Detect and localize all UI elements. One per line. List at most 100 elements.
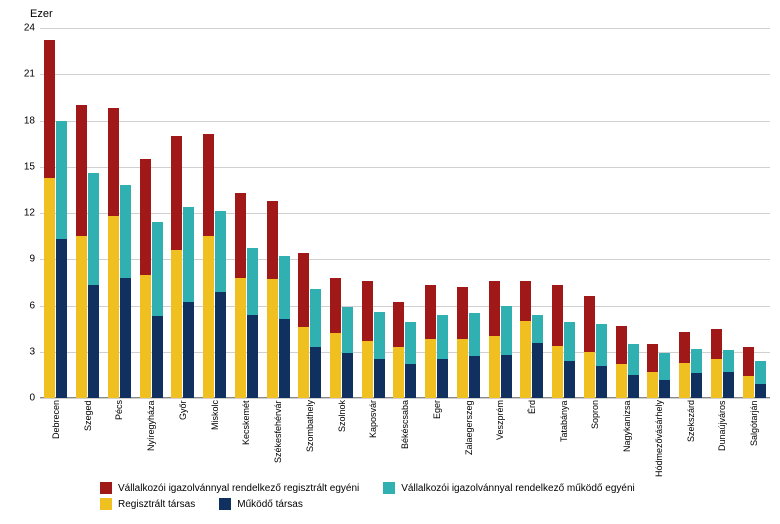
seg-mukodo-tarsas [723,372,734,398]
seg-reg-egyeni [362,281,373,341]
seg-mukodo-tarsas [755,384,766,398]
seg-reg-egyeni [647,344,658,372]
seg-mukodo-tarsas [564,361,575,398]
bar-operating [691,349,702,398]
seg-mukodo-tarsas [437,359,448,398]
bar-operating [152,222,163,398]
seg-reg-egyeni [584,296,595,352]
seg-mukodo-egyeni [596,324,607,366]
legend-label: Működő társas [237,499,303,510]
seg-mukodo-egyeni [342,307,353,353]
bar-registered [140,159,151,398]
city-group [294,253,326,398]
city-group [167,136,199,398]
seg-reg-tarsas [362,341,373,398]
seg-reg-egyeni [679,332,690,363]
seg-reg-tarsas [457,339,468,398]
seg-mukodo-egyeni [120,185,131,278]
x-tick-label: Debrecen [40,400,72,472]
y-tick-label: 9 [15,254,35,265]
city-group [72,105,104,398]
bar-operating [469,313,480,398]
seg-mukodo-tarsas [183,302,194,398]
chart-container: Ezer 03691215182124 DebrecenSzegedPécsNy… [0,0,780,524]
seg-mukodo-tarsas [152,316,163,398]
seg-reg-tarsas [203,236,214,398]
city-group [675,332,707,398]
seg-reg-tarsas [489,336,500,398]
seg-mukodo-egyeni [723,350,734,372]
y-tick-label: 0 [15,393,35,404]
x-tick-label: Miskolc [199,400,231,472]
seg-mukodo-tarsas [532,343,543,399]
seg-reg-tarsas [298,327,309,398]
seg-mukodo-tarsas [279,319,290,398]
x-tick-label: Nagykanizsa [611,400,643,472]
seg-mukodo-egyeni [564,322,575,361]
city-group [579,296,611,398]
seg-mukodo-tarsas [596,366,607,398]
seg-mukodo-tarsas [56,239,67,398]
seg-reg-egyeni [108,108,119,216]
bar-operating [88,173,99,398]
seg-mukodo-egyeni [437,315,448,360]
seg-mukodo-tarsas [501,355,512,398]
seg-mukodo-tarsas [405,364,416,398]
bar-registered [203,134,214,398]
city-group [421,285,453,398]
city-group [135,159,167,398]
seg-reg-tarsas [140,275,151,398]
bar-registered [330,278,341,398]
city-group [389,302,421,398]
city-group [453,287,485,398]
seg-mukodo-egyeni [183,207,194,303]
legend-label: Regisztrált társas [118,499,195,510]
seg-reg-tarsas [76,236,87,398]
city-group [357,281,389,398]
bar-registered [108,108,119,398]
seg-mukodo-egyeni [374,312,385,360]
city-group [548,285,580,398]
legend-item: Vállalkozói igazolvánnyal rendelkező reg… [100,482,359,494]
bar-operating [310,289,321,398]
seg-reg-egyeni [457,287,468,339]
x-tick-label: Érd [516,400,548,472]
bar-operating [279,256,290,398]
x-tick-label: Salgótarján [738,400,770,472]
seg-mukodo-egyeni [405,322,416,364]
seg-reg-tarsas [235,278,246,398]
bar-operating [374,312,385,398]
seg-reg-egyeni [330,278,341,334]
seg-reg-egyeni [393,302,404,347]
city-group [103,108,135,398]
bar-registered [393,302,404,398]
bar-operating [659,353,670,398]
bar-registered [76,105,87,398]
legend-swatch [100,498,112,510]
seg-reg-tarsas [520,321,531,398]
x-tick-label: Kaposvár [357,400,389,472]
legend-swatch [383,482,395,494]
bar-operating [405,322,416,398]
seg-mukodo-egyeni [215,211,226,291]
seg-reg-tarsas [393,347,404,398]
seg-mukodo-egyeni [279,256,290,319]
seg-reg-egyeni [44,40,55,177]
bar-operating [183,207,194,398]
seg-mukodo-egyeni [88,173,99,286]
y-axis-title: Ezer [30,8,53,20]
bar-groups [40,28,770,398]
seg-reg-tarsas [552,346,563,398]
city-group [484,281,516,398]
seg-reg-tarsas [711,359,722,398]
bar-operating [56,121,67,398]
seg-reg-tarsas [330,333,341,398]
seg-mukodo-tarsas [88,285,99,398]
seg-reg-tarsas [647,372,658,398]
x-tick-label: Szolnok [326,400,358,472]
legend-item: Működő társas [219,498,303,510]
city-group [230,193,262,398]
y-tick-label: 6 [15,300,35,311]
city-group [643,344,675,398]
y-tick-label: 21 [15,69,35,80]
